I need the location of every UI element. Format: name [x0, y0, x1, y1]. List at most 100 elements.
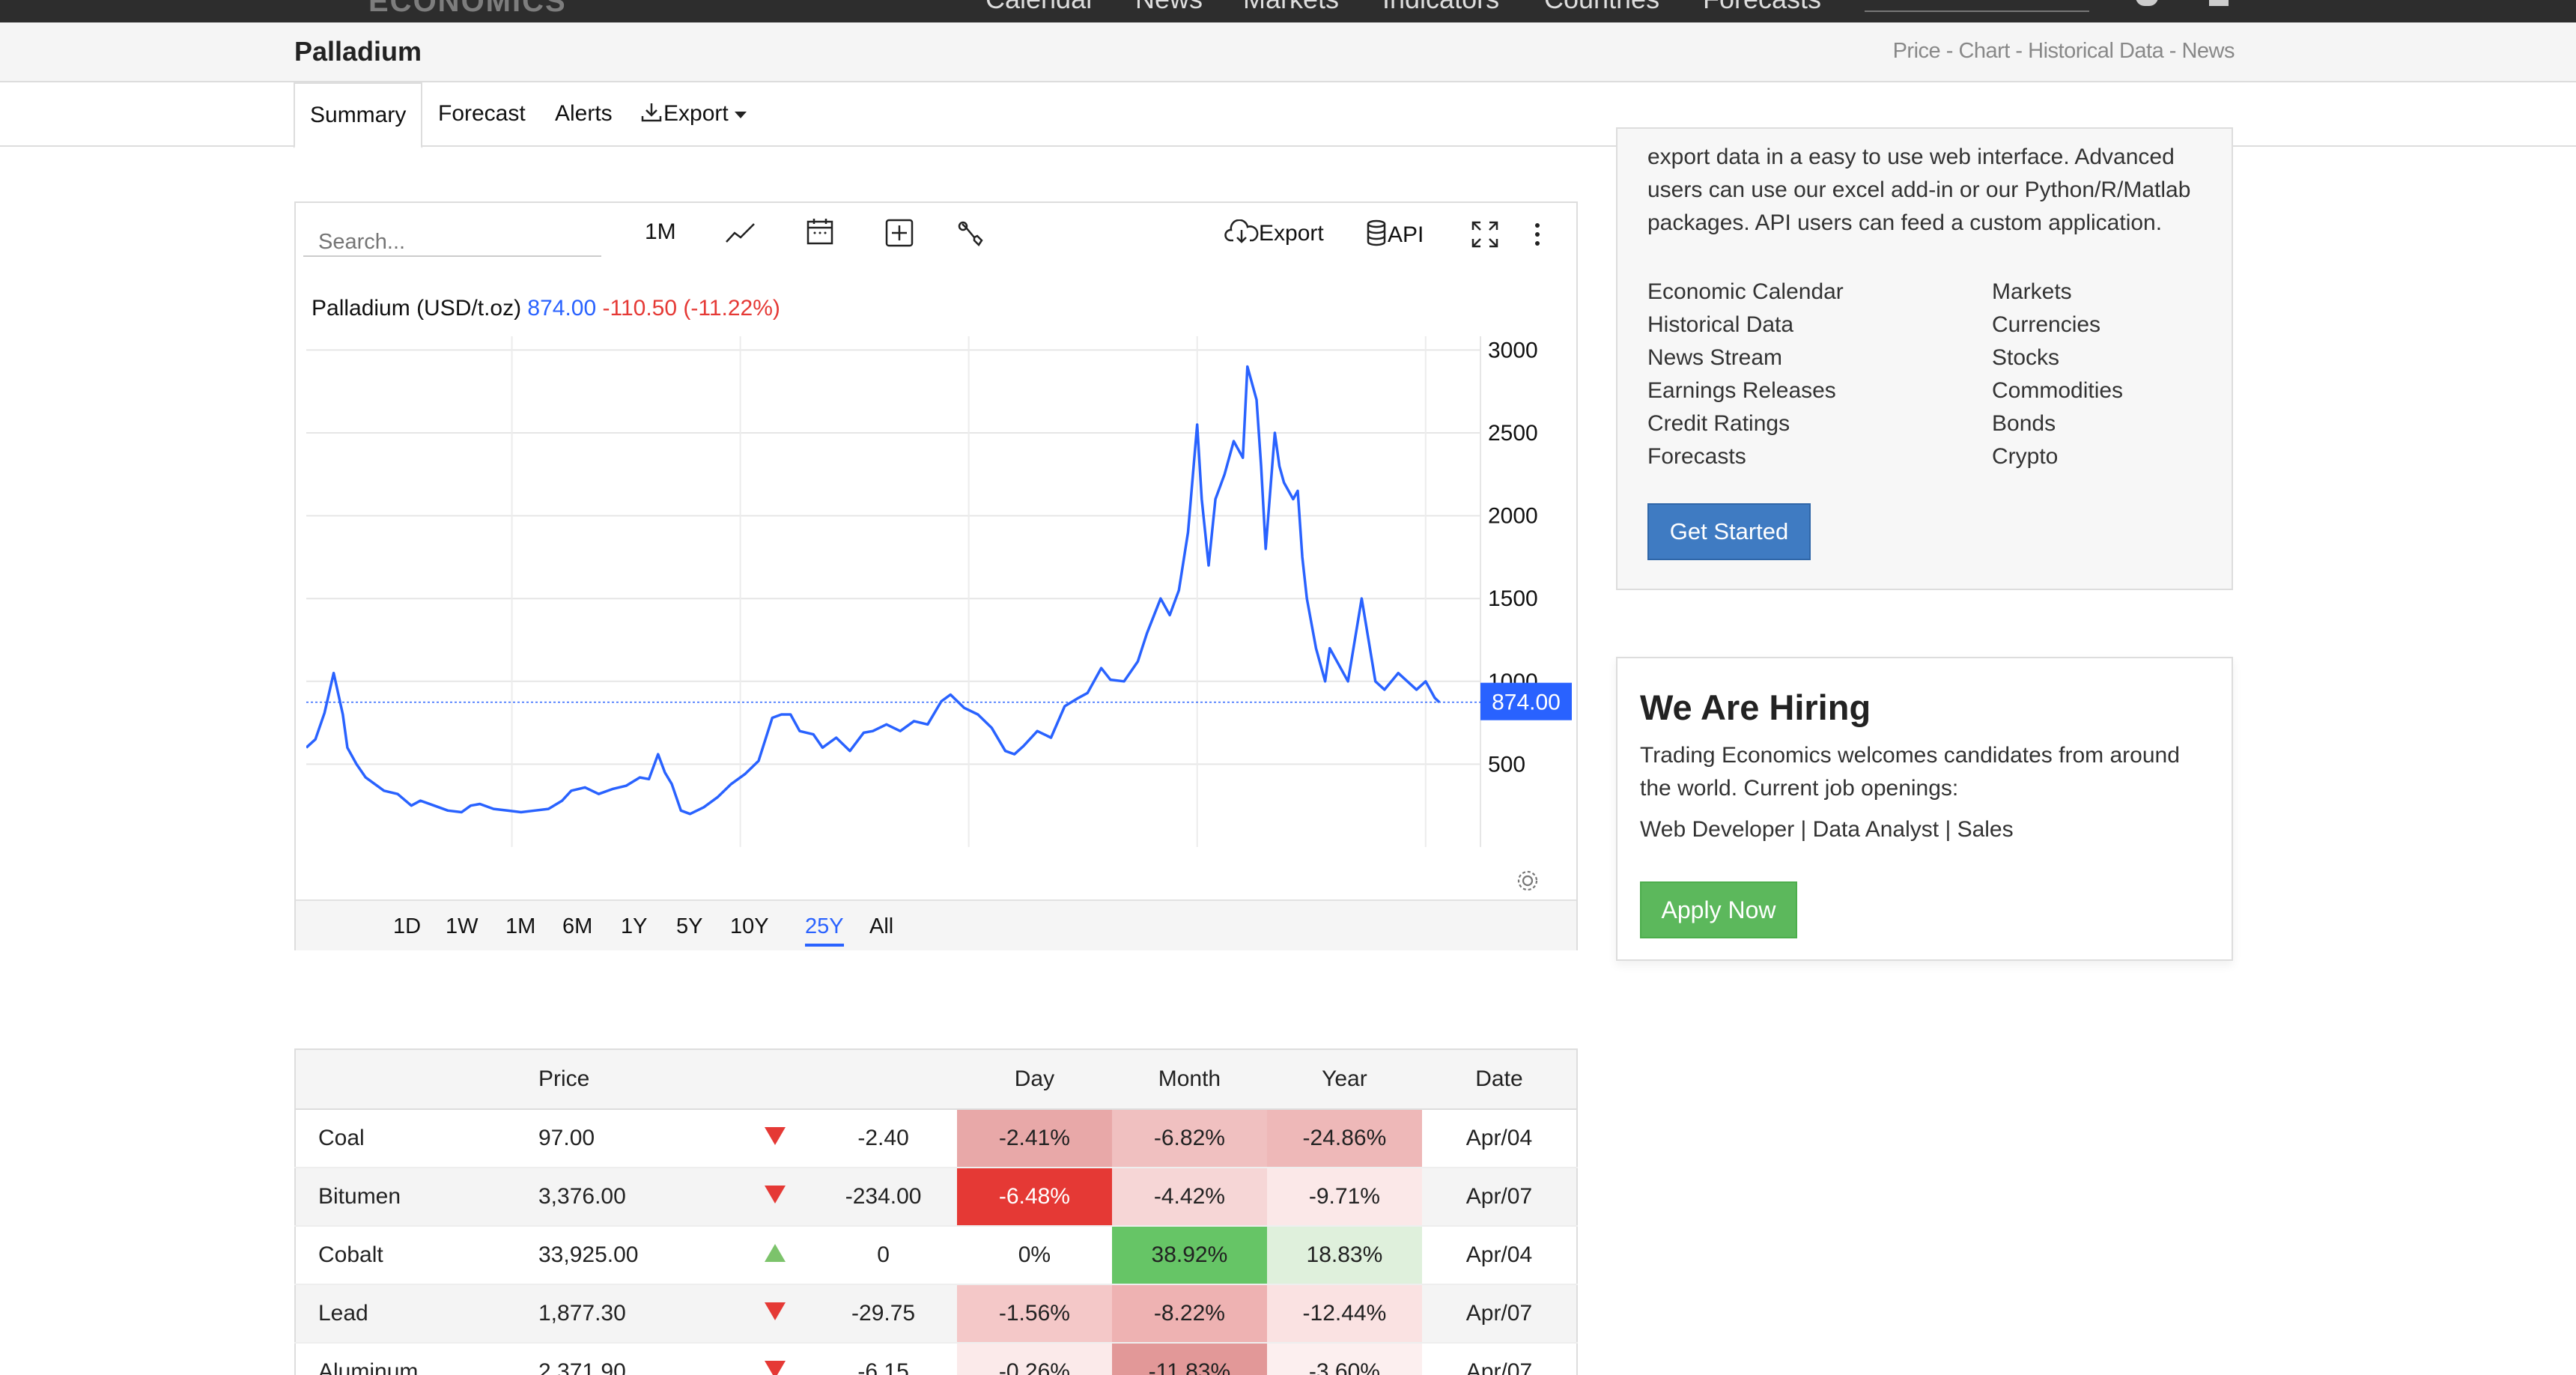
year-pct-cell: -3.60%	[1266, 1343, 1422, 1375]
range-button-5y[interactable]: 5Y	[676, 914, 703, 938]
chart-search-input[interactable]	[303, 215, 601, 257]
crumb-sep: -	[1940, 39, 1959, 63]
last-value-badge	[1480, 682, 1572, 720]
user-icon[interactable]	[2209, 0, 2229, 6]
tab-summary[interactable]: Summary	[294, 82, 423, 148]
more-options-icon[interactable]	[1533, 219, 1542, 249]
table-row[interactable]: Bitumen 3,376.00 -234.00 -6.48% -4.42% -9.71%…	[295, 1168, 1577, 1227]
job-openings[interactable]: Web Developer | Data Analyst | Sales	[1640, 817, 2014, 842]
link-stocks[interactable]: Stocks	[1992, 345, 2060, 370]
tab-forecast[interactable]: Forecast	[438, 101, 526, 126]
table-header-row: Price Day Month Year Date	[295, 1049, 1577, 1110]
y-tick-label: 3000	[1488, 338, 1538, 362]
commodity-name[interactable]: Coal	[295, 1109, 538, 1168]
range-button-25y[interactable]: 25Y	[805, 914, 844, 947]
commodity-name[interactable]: Bitumen	[295, 1168, 538, 1227]
link-currencies[interactable]: Currencies	[1992, 312, 2101, 337]
link-news-stream[interactable]: News Stream	[1647, 345, 1783, 370]
range-button-1y[interactable]: 1Y	[621, 914, 648, 938]
y-tick-label: 2500	[1488, 421, 1538, 446]
direction-cell	[740, 1226, 810, 1285]
apply-now-button[interactable]: Apply Now	[1640, 881, 1797, 938]
nav-markets[interactable]: Markets	[1243, 0, 1339, 15]
legend-price: 874.00	[527, 296, 597, 321]
wrench-icon[interactable]	[956, 219, 986, 249]
x-tick-label: 2015	[944, 858, 994, 860]
nav-indicators[interactable]: Indicators	[1382, 0, 1499, 15]
nav-calendar[interactable]: Calendar	[985, 0, 1095, 15]
change-cell: -2.40	[809, 1109, 957, 1168]
col-header-year[interactable]: Year	[1266, 1049, 1422, 1110]
day-pct-cell: -0.26%	[956, 1343, 1112, 1375]
date-cell: Apr/07	[1421, 1284, 1577, 1344]
link-historical-data[interactable]: Historical Data	[1647, 312, 1794, 337]
price-cell: 2,371.90	[538, 1343, 741, 1375]
range-button-1m[interactable]: 1M	[505, 914, 536, 938]
link-credit-ratings[interactable]: Credit Ratings	[1647, 411, 1790, 436]
calendar-icon[interactable]	[805, 216, 835, 246]
link-forecasts[interactable]: Forecasts	[1647, 444, 1746, 469]
range-button-1w[interactable]: 1W	[446, 914, 479, 938]
interval-button[interactable]: 1M	[645, 219, 676, 244]
commodity-name[interactable]: Aluminum	[295, 1343, 538, 1375]
fullscreen-icon[interactable]	[1470, 219, 1500, 249]
nav-news[interactable]: News	[1135, 0, 1203, 15]
col-header-month[interactable]: Month	[1111, 1049, 1267, 1110]
range-button-1d[interactable]: 1D	[393, 914, 422, 938]
col-header-day[interactable]: Day	[956, 1049, 1112, 1110]
api-button[interactable]: API	[1365, 219, 1424, 248]
download-icon	[641, 103, 662, 122]
range-button-10y[interactable]: 10Y	[730, 914, 769, 938]
nav-forecasts[interactable]: Forecasts	[1703, 0, 1821, 15]
link-economic-calendar[interactable]: Economic Calendar	[1647, 279, 1844, 304]
table-row[interactable]: Cobalt 33,925.00 0 0% 38.92% 18.83% Apr/04	[295, 1226, 1577, 1285]
commodity-name[interactable]: Lead	[295, 1284, 538, 1344]
month-pct-cell: -8.22%	[1111, 1284, 1267, 1344]
nav-countries[interactable]: Countries	[1544, 0, 1659, 15]
table-row[interactable]: Coal 97.00 -2.40 -2.41% -6.82% -24.86% Apr/04	[295, 1109, 1577, 1168]
crumb-price[interactable]: Price	[1892, 39, 1941, 63]
add-indicator-icon[interactable]	[884, 218, 914, 248]
range-button-all[interactable]: All	[869, 914, 894, 938]
chart-export-button[interactable]: Export	[1224, 219, 1324, 246]
chart-panel: 1M Export API Palladium (USD/t.oz) 874.0…	[294, 201, 1578, 950]
last-value-label: 874.00	[1492, 690, 1561, 715]
hiring-panel: We Are Hiring Trading Economics welcomes…	[1616, 657, 2233, 961]
link-bonds[interactable]: Bonds	[1992, 411, 2056, 436]
crumb-news[interactable]: News	[2181, 39, 2235, 63]
site-logo[interactable]: ECONOMICS	[368, 0, 567, 18]
chart-legend: Palladium (USD/t.oz) 874.00 -110.50 (-11…	[312, 296, 780, 321]
link-commodities[interactable]: Commodities	[1992, 378, 2124, 403]
breadcrumb: Price - Chart - Historical Data - News	[1893, 39, 2235, 64]
nav-search-input[interactable]	[1865, 0, 2089, 12]
get-started-button[interactable]: Get Started	[1647, 503, 1811, 560]
price-cell: 97.00	[538, 1109, 741, 1168]
price-chart[interactable]: 5001000150020002500300020052010201520202…	[306, 336, 1572, 860]
commodity-name[interactable]: Cobalt	[295, 1226, 538, 1285]
table-row[interactable]: Aluminum 2,371.90 -6.15 -0.26% -11.83% -3.60%…	[295, 1343, 1577, 1375]
crumb-historical[interactable]: Historical Data	[2028, 39, 2164, 63]
tab-alerts[interactable]: Alerts	[555, 101, 613, 126]
month-pct-cell: 38.92%	[1111, 1226, 1267, 1285]
chart-settings-icon[interactable]	[1515, 868, 1540, 893]
y-tick-label: 2000	[1488, 504, 1538, 529]
top-navbar: ECONOMICS Calendar News Markets Indicato…	[0, 0, 2576, 22]
link-crypto[interactable]: Crypto	[1992, 444, 2059, 469]
col-header-date[interactable]: Date	[1421, 1049, 1577, 1110]
crumb-chart[interactable]: Chart	[1958, 39, 2010, 63]
link-earnings-releases[interactable]: Earnings Releases	[1647, 378, 1836, 403]
settings-icon[interactable]	[2136, 0, 2158, 6]
col-header-price[interactable]: Price	[538, 1049, 741, 1110]
table-row[interactable]: Lead 1,877.30 -29.75 -1.56% -8.22% -12.44% Apr…	[295, 1284, 1577, 1344]
crumb-sep: -	[2163, 39, 2182, 63]
arrow-down-icon	[764, 1361, 786, 1375]
month-pct-cell: -11.83%	[1111, 1343, 1267, 1375]
range-button-6m[interactable]: 6M	[562, 914, 593, 938]
page-title: Palladium	[294, 36, 422, 67]
tab-export[interactable]: Export	[640, 82, 747, 147]
x-tick-label: 2010	[715, 858, 765, 860]
direction-cell	[740, 1284, 810, 1344]
line-chart-icon[interactable]	[724, 219, 757, 246]
x-tick-label: 2025	[1400, 858, 1450, 860]
link-markets[interactable]: Markets	[1992, 279, 2072, 304]
